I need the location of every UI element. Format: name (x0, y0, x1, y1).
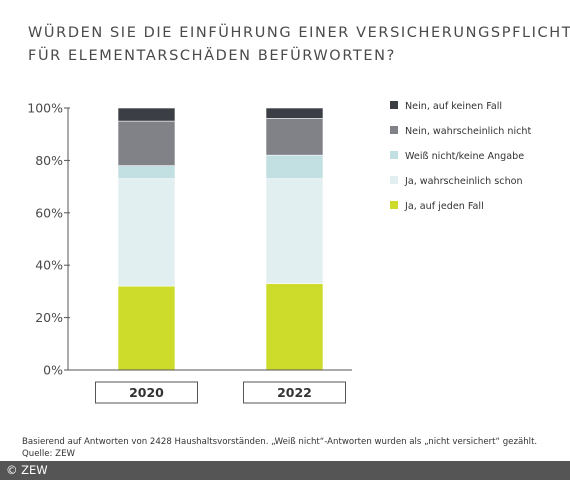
y-tick-label: 100% (27, 101, 63, 116)
legend-swatch (390, 126, 398, 134)
footnote: Basierend auf Antworten von 2428 Haushal… (22, 436, 562, 460)
bar-segment (265, 283, 324, 371)
legend: Nein, auf keinen Fall Nein, wahrscheinlic… (390, 101, 532, 212)
legend-label: Nein, wahrscheinlich nicht (405, 126, 532, 137)
legend-swatch (390, 101, 398, 109)
y-tick-label: 80% (35, 153, 63, 168)
legend-label: Weiß nicht/keine Angabe (405, 151, 524, 162)
bar-segment (265, 154, 324, 180)
bar-segment (265, 178, 324, 284)
bar-segment (265, 118, 324, 156)
chart-title: WÜRDEN SIE DIE EINFÜHRUNG EINER VERSICHE… (28, 22, 570, 68)
copyright-label: © ZEW (6, 463, 48, 477)
footnote-line-1: Basierend auf Antworten von 2428 Haushal… (22, 437, 538, 447)
stacked-bar-chart: 0% 20% 40% 60% 80% 100% 2020 2022 Nein, auf ke… (27, 101, 532, 404)
y-tick-label: 60% (35, 205, 63, 220)
y-tick-label: 20% (35, 310, 63, 325)
legend-swatch (390, 151, 398, 159)
bar-segment (117, 178, 176, 287)
y-tick-label: 40% (35, 258, 63, 273)
bar-segment (117, 165, 176, 180)
copyright-bar: © ZEW (0, 461, 570, 480)
bar-segment (265, 107, 324, 119)
bar-segment (117, 120, 176, 166)
bars (117, 107, 324, 371)
chart-title-line-1: WÜRDEN SIE DIE EINFÜHRUNG EINER VERSICHE… (28, 25, 570, 41)
bar-segment (117, 285, 176, 371)
chart-title-line-2: FÜR ELEMENTARSCHÄDEN BEFÜRWORTEN? (28, 48, 396, 64)
legend-label: Ja, wahrscheinlich schon (404, 176, 523, 187)
footnote-source: Quelle: ZEW (22, 449, 76, 459)
legend-label: Ja, auf jeden Fall (404, 201, 484, 212)
y-axis: 0% 20% 40% 60% 80% 100% (27, 101, 70, 378)
x-category-box (243, 381, 346, 404)
x-category-label: 2020 (129, 385, 164, 400)
bar-segment (117, 107, 176, 122)
legend-label: Nein, auf keinen Fall (405, 101, 502, 112)
x-category-box (95, 381, 198, 404)
legend-swatch (390, 201, 398, 209)
x-category-label: 2022 (277, 385, 312, 400)
x-axis: 2020 2022 (68, 369, 352, 404)
y-tick-label: 0% (43, 363, 63, 378)
legend-swatch (390, 176, 398, 184)
